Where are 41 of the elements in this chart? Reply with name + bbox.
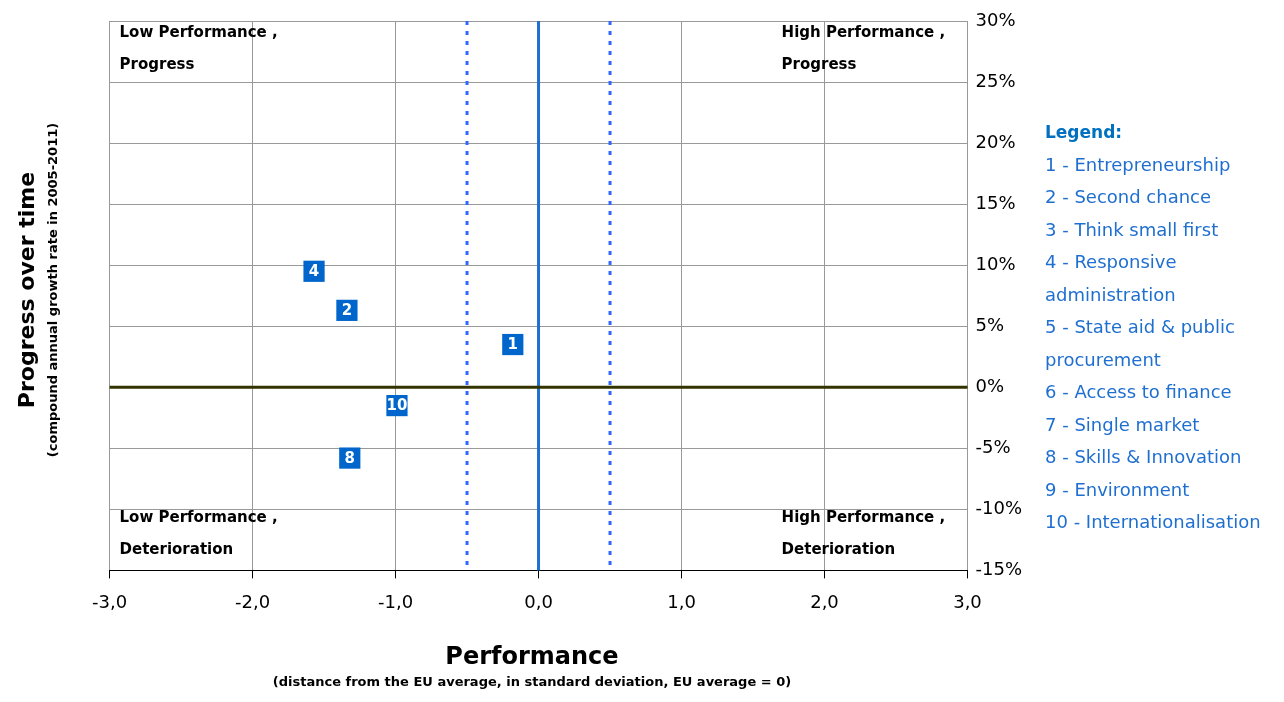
y-tick-label: -15% [975, 558, 1023, 580]
text: 9 - Environment [1045, 477, 1191, 502]
y-tick-label: 0% [975, 374, 1005, 396]
series-label: 10 [386, 396, 408, 415]
text: 2 - Second chance [1045, 185, 1213, 209]
annotation: High Performance , Progress [781, 23, 946, 73]
y-tick-label: 10% [975, 252, 1016, 274]
series-label: 8 [344, 448, 355, 467]
text: 6 - Access to finance [1045, 380, 1233, 404]
text: 1 - Entrepreneurship [1045, 152, 1232, 177]
x-tick-label: 2,0 [810, 590, 839, 612]
y-tick-label: 15% [975, 191, 1016, 213]
legend-title: Legend: [1045, 121, 1124, 144]
x-tick-label: 1,0 [667, 590, 696, 612]
x-tick-label: 3,0 [953, 590, 982, 612]
text: 3 - Think small first [1045, 217, 1220, 242]
y-tick-label: -10% [975, 497, 1023, 519]
series-label: 2 [341, 301, 353, 320]
annotation: Low Performance , Deterioration [119, 508, 278, 559]
y-tick-label: 20% [975, 130, 1016, 152]
text: (distance from the EU average, in standard deviation, EU average = 0) [271, 674, 793, 689]
text: 5 - State aid & public procurement [1045, 315, 1236, 372]
text: 8 - Skills & Innovation [1045, 445, 1243, 469]
annotation: Low Performance , Progress [119, 23, 278, 73]
y-tick-label: 25% [975, 69, 1016, 91]
x-axis-title: Performance [444, 642, 620, 670]
text: (compound annual growth rate in 2005-2011) [45, 122, 61, 458]
y-tick-label: 30% [975, 8, 1016, 30]
x-tick-label: -1,0 [377, 590, 414, 612]
text: 7 - Single market [1045, 412, 1201, 437]
y-tick-label: 5% [975, 313, 1005, 335]
series-label: 4 [308, 262, 320, 281]
x-tick-label: 0,0 [524, 590, 553, 612]
annotation: High Performance , Deterioration [781, 508, 946, 559]
x-tick-label: -2,0 [234, 590, 271, 612]
text: 10 - Internationalisation [1045, 510, 1262, 534]
series-label: 1 [507, 335, 519, 354]
text: 4 - Responsive administration [1045, 250, 1178, 307]
y-axis-title: Progress over time [14, 170, 40, 411]
x-tick-label: -3,0 [92, 590, 128, 612]
y-tick-label: -5% [975, 435, 1011, 457]
